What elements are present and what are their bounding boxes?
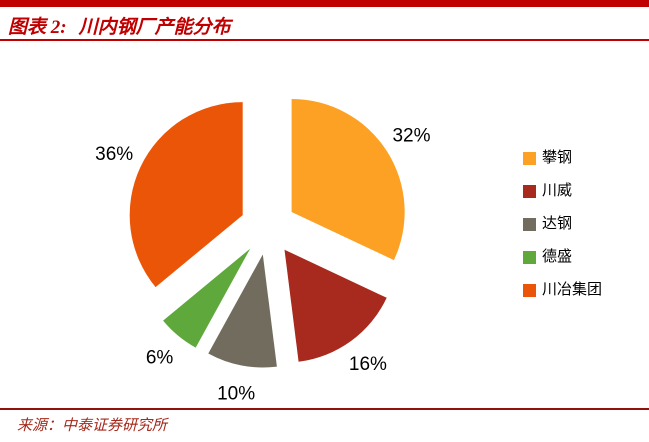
- legend-item-川冶集团: 川冶集团: [523, 282, 602, 298]
- legend-label: 攀钢: [542, 149, 573, 166]
- legend-item-川威: 川威: [523, 183, 602, 199]
- legend-swatch-icon: [523, 217, 536, 231]
- chart-legend: 攀钢川威达钢德盛川冶集团: [523, 150, 602, 315]
- legend-label: 达钢: [542, 215, 573, 232]
- pie-label-达钢: 10%: [217, 384, 255, 405]
- legend-item-德盛: 德盛: [523, 249, 602, 265]
- figure-number-label: 图表 2:: [8, 17, 67, 38]
- legend-label: 川冶集团: [542, 281, 603, 298]
- legend-swatch-icon: [523, 250, 536, 264]
- header-accent-bar: [0, 0, 649, 7]
- figure-title-text: 川内钢厂产能分布: [78, 17, 231, 38]
- pie-label-德盛: 6%: [146, 348, 174, 369]
- pie-slice-川冶集团: [129, 102, 243, 288]
- pie-slice-达钢: [208, 254, 277, 368]
- legend-item-攀钢: 攀钢: [523, 150, 602, 166]
- pie-slice-川威: [284, 249, 387, 362]
- pie-chart: 32% 16% 10% 6% 36%: [95, 98, 431, 405]
- pie-label-川威: 16%: [349, 354, 387, 375]
- title-divider-line: [0, 39, 649, 41]
- legend-label: 德盛: [542, 248, 573, 265]
- pie-slice-攀钢: [291, 98, 405, 261]
- figure-title: 图表 2: 川内钢厂产能分布: [8, 12, 231, 39]
- legend-swatch-icon: [523, 283, 536, 297]
- legend-swatch-icon: [523, 184, 536, 198]
- pie-label-攀钢: 32%: [392, 125, 430, 146]
- source-note: 来源：中泰证券研究所: [17, 418, 168, 434]
- legend-label: 川威: [542, 182, 573, 199]
- footer-divider-line: [0, 408, 649, 410]
- legend-swatch-icon: [523, 151, 536, 165]
- legend-item-达钢: 达钢: [523, 216, 602, 232]
- pie-label-川冶集团: 36%: [95, 144, 133, 165]
- pie-slice-德盛: [163, 248, 251, 348]
